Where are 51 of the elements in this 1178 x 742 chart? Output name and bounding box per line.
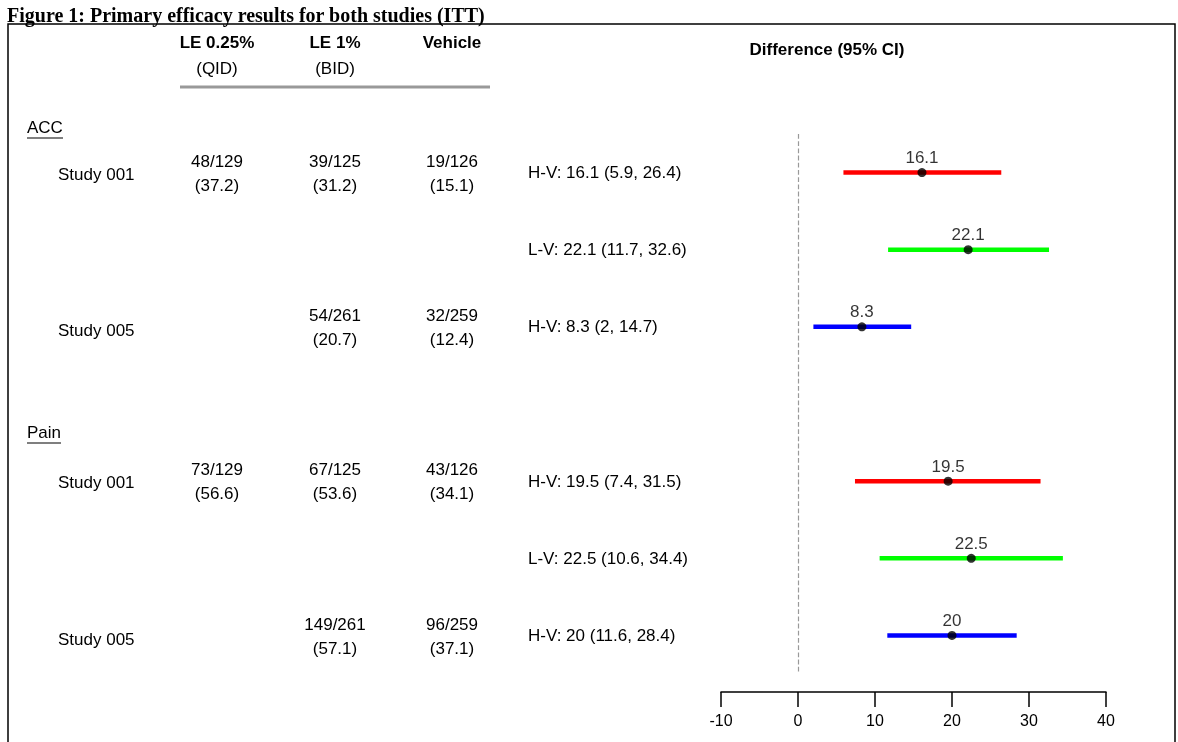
data-label: 20 [942,610,962,630]
x-tick-label: 20 [943,711,961,729]
text: 54/261 (20.7) [309,305,361,349]
text: Study 001 [58,164,135,184]
text: 48/129 (37.2) [191,151,243,195]
text: Study 001 [58,472,135,492]
point [963,245,973,255]
text: Figure 1: Primary efficacy results for both studies (ITT) [7,4,485,27]
data-label: 8.3 [850,302,874,322]
x-tick-label: 30 [1020,711,1038,729]
text: 43/126 (34.1) [426,459,478,503]
text: 67/125 (53.6) [309,459,361,503]
text: Vehicle [422,32,482,52]
bar [887,633,1017,638]
text: ACC [27,117,63,137]
x-tick-label: 10 [866,711,884,729]
text: 39/125 (31.2) [309,151,361,195]
text: 73/129 (56.6) [191,459,243,503]
point [943,476,953,486]
y-tick-label: H-V: 20 (11.6, 28.4) [528,625,676,645]
text: LE 0.25% [179,32,255,52]
text: LE 1% [309,32,361,52]
y-tick-label: H-V: 16.1 (5.9, 26.4) [528,163,682,183]
text: Study 005 [58,629,135,649]
bar [879,556,1063,561]
x-tick-label: 0 [793,711,803,729]
x-tick-label: 40 [1097,711,1115,729]
bar [843,170,1002,175]
y-tick-label: H-V: 8.3 (2, 14.7) [528,317,658,337]
y-tick-label: L-V: 22.5 (10.6, 34.4) [528,548,689,568]
point [917,168,927,178]
point [966,553,976,563]
y-tick-label: H-V: 19.5 (7.4, 31.5) [528,471,682,491]
data-label: 19.5 [931,456,965,476]
data-label: 22.5 [954,533,988,553]
y-tick-label: L-V: 22.1 (11.7, 32.6) [528,240,687,260]
text: 32/259 (12.4) [426,305,478,349]
data-label: 22.1 [951,225,985,245]
text: (BID) [315,58,355,78]
point [857,322,867,332]
data-label: 16.1 [905,148,939,168]
point [947,630,957,640]
text: 96/259 (37.1) [426,614,478,658]
text: 149/261 (57.1) [304,614,366,658]
text: Pain [27,422,62,442]
x-tick-label: -10 [709,711,733,729]
bar [888,247,1050,252]
text: (QID) [196,58,238,78]
text: 19/126 (15.1) [426,151,478,195]
text: Difference (95% CI) [749,39,905,59]
text: Study 005 [58,320,135,340]
